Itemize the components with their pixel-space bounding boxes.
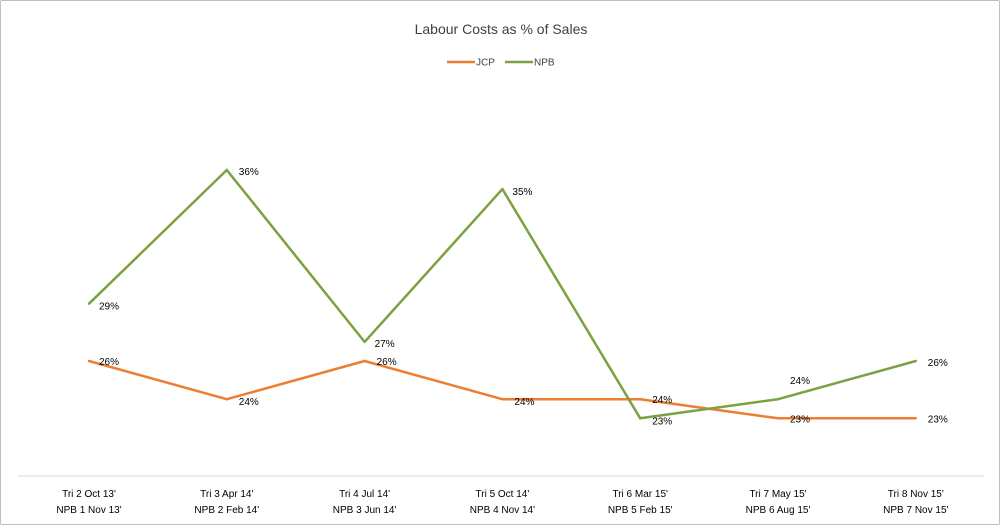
data-point-npb [363,340,366,344]
data-point-npb [776,398,780,401]
x-tick-label: Tri 3 Apr 14' NPB 2 Feb 14' [194,489,259,516]
data-label-npb: 26% [928,358,948,369]
data-label-jcp: 24% [514,397,534,408]
data-point-npb [501,187,504,191]
x-tick-label: Tri 6 Mar 15' NPB 5 Feb 15' [608,489,673,516]
legend-label-jcp: JCP [476,58,495,69]
chart-title: Labour Costs as % of Sales [415,21,588,37]
data-point-jcp [501,398,504,401]
x-tick-label: Tri 8 Nov 15' NPB 7 Nov 15' [883,489,948,516]
data-label-npb: 27% [375,339,395,350]
data-label-npb: 36% [239,167,259,178]
data-point-jcp [363,359,366,363]
data-point-jcp [87,359,91,363]
x-tick-label: Tri 7 May 15' NPB 6 Aug 15' [746,489,811,516]
series-line-jcp [88,359,916,420]
data-label-npb: 23% [652,416,672,427]
data-label-layer: 26% 24% 26% 24% 24% 23% 23% 29% 36% 27% 35% 23% 24% 2… [99,167,948,427]
data-label-jcp: 24% [239,397,259,408]
data-point-npb [225,168,228,172]
x-tick-label: Tri 4 Jul 14' NPB 3 Jun 14' [333,489,397,516]
data-point-npb [914,359,917,363]
data-label-jcp: 26% [377,357,397,368]
data-label-npb: 24% [790,376,810,387]
data-label-jcp: 23% [928,414,948,425]
data-point-jcp [639,398,642,401]
data-point-jcp [914,417,917,420]
x-tick-layer: Tri 2 Oct 13' NPB 1 Nov 13' Tri 3 Apr 14' N… [56,489,948,516]
data-label-npb: 29% [99,302,119,313]
data-label-jcp: 26% [99,357,119,368]
data-label-npb: 35% [512,187,532,198]
data-point-npb [87,302,91,305]
series-layer [87,168,917,420]
legend: JCP NPB [447,58,555,69]
x-tick-label: Tri 5 Oct 14' NPB 4 Nov 14' [470,489,535,516]
data-point-jcp [225,398,228,401]
legend-label-npb: NPB [534,58,555,69]
data-point-jcp [776,417,780,420]
data-label-jcp: 24% [652,395,672,406]
data-label-jcp: 23% [790,414,810,425]
x-tick-label: Tri 2 Oct 13' NPB 1 Nov 13' [56,489,121,516]
data-point-npb [639,417,642,420]
